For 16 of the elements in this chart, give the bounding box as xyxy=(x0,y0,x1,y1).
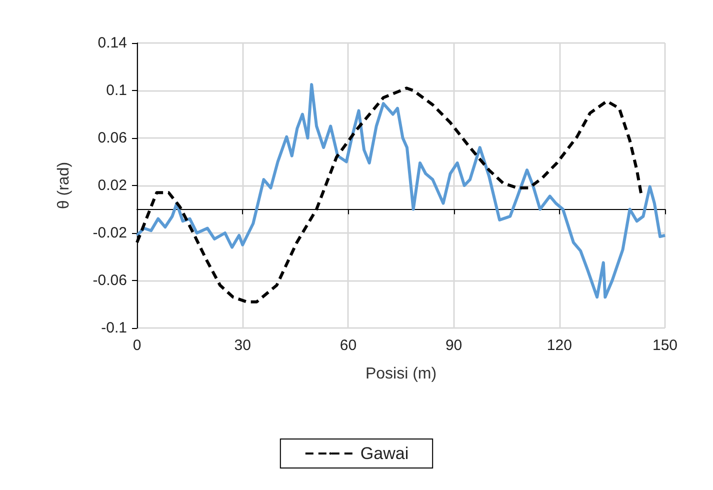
y-tick-label: 0.14 xyxy=(98,34,127,52)
x-tick-label: 60 xyxy=(340,337,357,354)
y-tick-label: 0.1 xyxy=(106,82,127,99)
y-tick-label: -0.06 xyxy=(92,272,127,289)
legend-label: Gawai xyxy=(360,444,409,463)
x-tick-label: 150 xyxy=(652,337,678,354)
y-tick-label: -0.02 xyxy=(92,224,127,242)
x-tick-label: 0 xyxy=(132,337,142,354)
y-tick-label: 0.02 xyxy=(98,177,127,194)
x-tick-label: 90 xyxy=(445,337,462,354)
x-axis-title: Posisi (m) xyxy=(365,366,437,382)
y-tick-label: 0.06 xyxy=(98,130,127,146)
x-tick-label: 120 xyxy=(546,337,572,354)
y-tick-label: -0.1 xyxy=(101,320,127,336)
y-axis-title: θ (rad) xyxy=(56,162,72,210)
x-tick-label: 30 xyxy=(234,337,251,354)
